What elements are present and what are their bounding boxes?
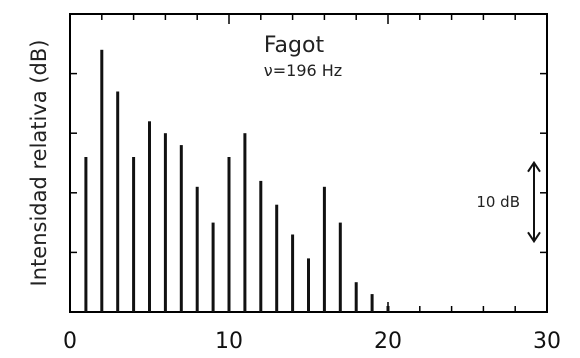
bar-harmonic-3 xyxy=(116,91,120,312)
scale-bar: 10 dB xyxy=(476,160,541,244)
bar-harmonic-7 xyxy=(179,145,183,312)
bar-harmonic-18 xyxy=(354,282,358,312)
bar-harmonic-5 xyxy=(148,121,151,312)
bar-harmonic-4 xyxy=(132,157,136,312)
scale-bar-arrow-down-icon xyxy=(527,231,541,244)
bar-harmonic-16 xyxy=(322,186,326,312)
bar-harmonic-9 xyxy=(211,222,215,312)
x-tick-label: 20 xyxy=(374,329,402,354)
chart-title: Fagot xyxy=(264,33,325,58)
x-tick-label: 10 xyxy=(215,329,243,354)
y-axis-label: Intensidad relativa (dB) xyxy=(27,40,51,287)
bar-harmonic-17 xyxy=(338,222,342,312)
bar-harmonic-20 xyxy=(386,306,390,312)
bar-harmonic-19 xyxy=(370,294,374,312)
bar-harmonic-15 xyxy=(307,258,310,312)
bar-harmonic-10 xyxy=(227,157,231,312)
chart-subtitle: ν=196 Hz xyxy=(264,61,342,80)
bar-harmonic-12 xyxy=(259,180,263,312)
bar-harmonic-2 xyxy=(100,49,104,313)
scale-bar-arrow-up-icon xyxy=(527,160,541,173)
bar-harmonic-14 xyxy=(291,234,295,312)
bar-harmonic-1 xyxy=(84,157,88,312)
x-tick-labels: 0 10 20 30 xyxy=(63,329,561,354)
bar-harmonic-11 xyxy=(243,133,247,312)
bar-harmonic-6 xyxy=(163,133,167,312)
bar-harmonic-8 xyxy=(195,186,199,312)
x-tick-label: 0 xyxy=(63,329,77,354)
y-ticks xyxy=(70,72,547,254)
bars xyxy=(84,49,390,313)
bar-harmonic-13 xyxy=(275,204,279,312)
scale-bar-label: 10 dB xyxy=(476,193,520,211)
x-tick-label: 30 xyxy=(533,329,561,354)
